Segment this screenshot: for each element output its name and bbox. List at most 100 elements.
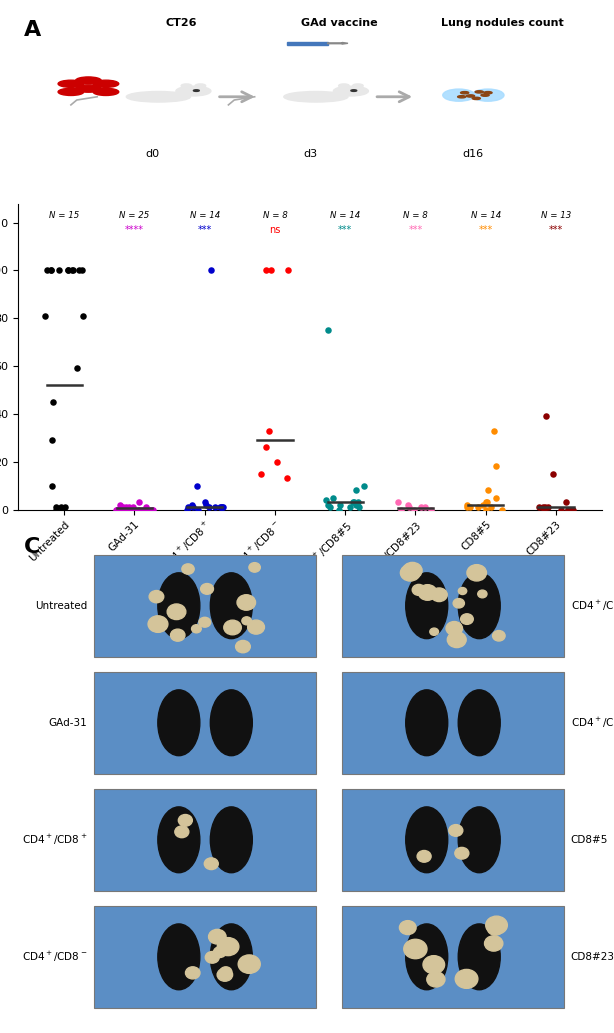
Text: ***: ***: [198, 224, 212, 234]
Circle shape: [201, 584, 214, 594]
Circle shape: [472, 97, 480, 99]
Text: N = 14: N = 14: [190, 212, 220, 220]
Point: [216, 499, 226, 515]
Point: [283, 262, 293, 279]
Ellipse shape: [211, 690, 252, 756]
Point: [218, 499, 228, 515]
Circle shape: [93, 88, 119, 95]
Point: [63, 262, 73, 279]
Point: [115, 497, 125, 513]
Point: [68, 262, 77, 279]
Point: [262, 439, 271, 456]
Point: [481, 494, 491, 510]
Point: [72, 361, 82, 377]
Ellipse shape: [472, 89, 504, 101]
Point: [492, 490, 502, 506]
Circle shape: [238, 954, 260, 973]
Point: [78, 308, 88, 324]
Point: [568, 501, 578, 518]
Point: [130, 501, 140, 518]
Circle shape: [76, 85, 101, 92]
Text: GAd vaccine: GAd vaccine: [301, 19, 378, 29]
Point: [556, 501, 566, 518]
Point: [465, 499, 475, 515]
Text: CD4$^+$/CD8#23: CD4$^+$/CD8#23: [571, 716, 614, 730]
Circle shape: [182, 564, 194, 574]
Circle shape: [249, 563, 260, 572]
Circle shape: [199, 618, 211, 627]
Point: [282, 470, 292, 487]
Point: [324, 322, 333, 339]
Circle shape: [446, 622, 462, 635]
Point: [115, 501, 125, 518]
Circle shape: [455, 847, 469, 859]
Point: [47, 477, 56, 494]
Ellipse shape: [458, 924, 500, 990]
Point: [538, 499, 548, 515]
Text: N = 8: N = 8: [263, 212, 287, 220]
Circle shape: [167, 604, 186, 620]
Circle shape: [457, 96, 466, 98]
Bar: [342, 788, 564, 891]
Point: [204, 499, 214, 515]
Text: GAd-31: GAd-31: [49, 718, 87, 728]
Text: CT26: CT26: [166, 19, 198, 29]
Circle shape: [478, 590, 487, 598]
Circle shape: [430, 628, 438, 635]
Point: [539, 501, 549, 518]
Circle shape: [447, 632, 466, 648]
Point: [394, 494, 403, 510]
Circle shape: [453, 598, 464, 608]
Circle shape: [217, 968, 233, 981]
Circle shape: [217, 938, 239, 956]
Point: [481, 501, 491, 518]
Circle shape: [475, 91, 483, 93]
Text: ***: ***: [338, 224, 352, 234]
Bar: [95, 906, 316, 1008]
Ellipse shape: [158, 690, 200, 756]
Circle shape: [417, 850, 431, 863]
Bar: [342, 906, 564, 1008]
Point: [543, 499, 553, 515]
Text: ****: ****: [125, 224, 144, 234]
Point: [130, 501, 139, 518]
Point: [63, 262, 73, 279]
Point: [561, 494, 571, 510]
Point: [211, 499, 220, 515]
Circle shape: [467, 95, 475, 97]
Ellipse shape: [284, 92, 348, 102]
Circle shape: [204, 857, 219, 870]
Point: [352, 494, 362, 510]
Circle shape: [171, 629, 185, 641]
Point: [563, 501, 573, 518]
Point: [348, 494, 358, 510]
Ellipse shape: [339, 84, 349, 88]
Circle shape: [488, 921, 503, 935]
Point: [217, 499, 227, 515]
Circle shape: [481, 94, 489, 96]
Point: [188, 499, 198, 515]
Circle shape: [176, 86, 211, 96]
Point: [256, 466, 266, 482]
Point: [328, 490, 338, 506]
Text: ***: ***: [549, 224, 563, 234]
Point: [56, 499, 66, 515]
Text: A: A: [25, 21, 42, 40]
Text: d16: d16: [463, 149, 484, 158]
Point: [137, 501, 147, 518]
Ellipse shape: [195, 84, 206, 88]
Point: [193, 501, 203, 518]
Circle shape: [351, 90, 357, 91]
Circle shape: [149, 591, 164, 602]
Circle shape: [58, 81, 84, 88]
Circle shape: [431, 588, 447, 601]
Point: [261, 262, 271, 279]
Text: N = 14: N = 14: [330, 212, 360, 220]
Point: [45, 262, 55, 279]
Ellipse shape: [211, 807, 252, 873]
Circle shape: [175, 826, 189, 838]
Point: [111, 501, 121, 518]
Circle shape: [412, 585, 426, 595]
Ellipse shape: [181, 84, 192, 88]
Circle shape: [423, 956, 445, 974]
